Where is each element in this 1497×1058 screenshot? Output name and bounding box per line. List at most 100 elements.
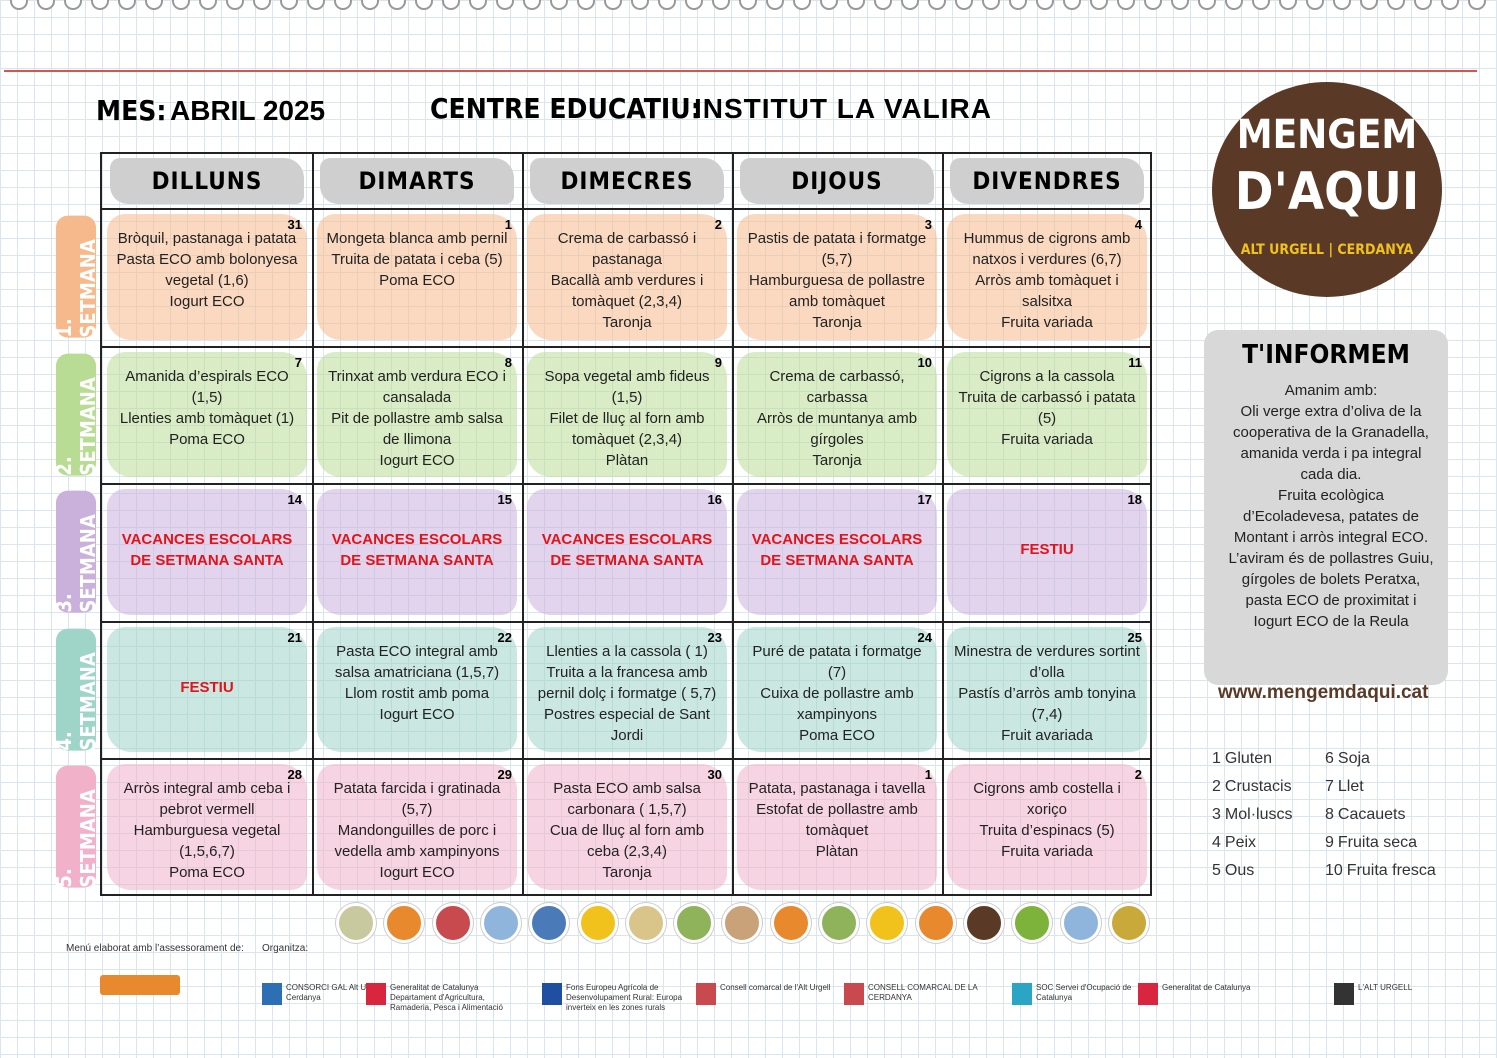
allergen-name: Cacauets <box>1337 806 1406 823</box>
cell-background <box>527 351 727 478</box>
cell-menu: VACANCES ESCOLARS DE SETMANA SANTA <box>532 483 722 617</box>
menu-cell: 11 Cigrons a la cassola Truita de carbassó… <box>942 346 1152 484</box>
dish: Poma ECO <box>379 272 455 289</box>
dish: Fruita variada <box>1001 430 1093 448</box>
allergen-name: Fruita fresca <box>1346 862 1436 879</box>
spiral-ring <box>226 0 244 10</box>
allergen-number: 6 <box>1325 750 1334 767</box>
allergen-icon <box>577 903 618 943</box>
sponsor-mark <box>696 983 716 1005</box>
sponsor-text: SOC Servei d'Ocupació de Catalunya <box>1036 983 1132 1002</box>
menu-cell: 2 Crema de carbassó i pastanaga Bacallà am… <box>522 208 732 346</box>
allergen-name: Peix <box>1224 834 1257 851</box>
spiral-ring <box>1144 0 1162 10</box>
day-header: DIJOUS <box>740 158 934 204</box>
menu-cell: 15 VACANCES ESCOLARS DE SETMANA SANTA <box>312 483 522 621</box>
menu-cell: 24 Puré de patata i formatge (7) Cuixa de … <box>732 621 942 759</box>
menu-cell: 31 Bròquil, pastanaga i patata Pasta ECO a… <box>102 208 312 346</box>
cell-date: 30 <box>707 767 722 783</box>
sponsor-text: CONSORCI GAL Alt Urgell - Cerdanya <box>286 983 387 1002</box>
column-line <box>732 152 734 896</box>
cell-date: 2 <box>714 217 722 232</box>
cell-background <box>947 626 1147 753</box>
menu-cell: 14 VACANCES ESCOLARS DE SETMANA SANTA <box>102 483 312 621</box>
spiral-ring <box>874 0 892 10</box>
info-title: T'INFORMEM <box>1242 340 1410 370</box>
dish: Crema de carbassó, carbassa <box>769 367 905 406</box>
spiral-ring <box>199 0 217 10</box>
row-line <box>102 620 1152 623</box>
cell-date: 25 <box>1127 629 1142 645</box>
logo-line2: D'AQUI <box>1234 162 1420 222</box>
allergen: 10 Fruita fresca <box>1325 862 1436 880</box>
dish: Cigrons a la cassola <box>979 367 1115 385</box>
dish: Truita de carbassó i patata (5) <box>958 388 1136 427</box>
cell-date: 4 <box>1134 217 1142 232</box>
cell-background <box>317 489 517 615</box>
spiral-ring <box>1279 0 1297 10</box>
cell-background <box>317 764 517 890</box>
cell-background <box>107 626 307 753</box>
cell-date: 29 <box>497 767 512 783</box>
dish: Arròs integral amb ceba i pebrot vermell <box>123 780 291 819</box>
footer-organizer: Organitza: <box>262 943 309 954</box>
spiral-ring <box>145 0 163 10</box>
cell-date: 8 <box>504 354 512 370</box>
sponsor-mark <box>262 983 282 1005</box>
cell-menu: Patata, pastanaga i tavella Estofat de po… <box>742 778 932 892</box>
dish: Minestra de verdures sortint d’olla <box>954 642 1140 681</box>
dish-list: VACANCES ESCOLARS DE SETMANA SANTA <box>742 529 932 571</box>
allergen: 2 Crustacis <box>1212 778 1292 796</box>
spiral-ring <box>523 0 541 10</box>
allergen-icon <box>674 903 715 943</box>
dish: Mongeta blanca amb pernil <box>326 230 508 247</box>
spiral-ring <box>847 0 865 10</box>
menu-cell: 8 Trinxat amb verdura ECO i cansalada Pit … <box>312 346 522 484</box>
holiday-text: VACANCES ESCOLARS DE SETMANA SANTA <box>541 530 713 569</box>
dish: Iogurt ECO <box>379 451 455 469</box>
spiral-ring <box>1117 0 1135 10</box>
dish: Sopa vegetal amb fideus (1,5) <box>544 367 710 406</box>
cell-background <box>317 214 517 340</box>
week-label: 5. SETMANA <box>52 766 100 888</box>
cell-background <box>107 351 307 478</box>
cell-date: 22 <box>497 629 512 645</box>
cell-menu: Pastis de patata i formatge (5,7) Hamburg… <box>742 228 932 342</box>
cell-background <box>317 351 517 478</box>
dish: Cigrons amb costella i xoriço <box>973 780 1121 819</box>
dish-list: Crema de carbassó, carbassa Arròs de munt… <box>742 366 932 471</box>
row-line <box>102 758 1152 761</box>
allergen: 9 Fruita seca <box>1325 834 1417 852</box>
allergen-icon <box>867 903 908 943</box>
cell-menu: Pasta ECO amb salsa carbonara ( 1,5,7) Cu… <box>532 778 722 892</box>
spiral-ring <box>91 0 109 10</box>
dish: Llom rostit amb poma <box>344 684 490 702</box>
allergen-number: 5 <box>1212 862 1221 879</box>
menu-cell: 3 Pastis de patata i formatge (5,7) Hambur… <box>732 208 942 346</box>
cell-menu: FESTIU <box>112 621 302 755</box>
spiral-ring <box>388 0 406 10</box>
dish-list: Cigrons a la cassola Truita de carbassó i… <box>952 366 1142 450</box>
cell-menu: Sopa vegetal amb fideus (1,5) Filet de ll… <box>532 366 722 480</box>
menu-cell: 18 FESTIU <box>942 483 1152 621</box>
dish-list: VACANCES ESCOLARS DE SETMANA SANTA <box>112 529 302 571</box>
dish: Plàtan <box>815 843 859 861</box>
cell-background <box>107 489 307 615</box>
spiral-ring <box>982 0 1000 10</box>
info-paragraph: Oli verge extra d’oliva de la cooperativ… <box>1233 403 1429 483</box>
cell-background <box>527 489 727 615</box>
cell-menu: VACANCES ESCOLARS DE SETMANA SANTA <box>742 483 932 617</box>
footer-advice: Menú elaborat amb l’assessorament de: <box>66 943 244 954</box>
allergen-number: 3 <box>1212 806 1221 823</box>
sponsor-mark <box>844 983 864 1005</box>
allergen: 6 Soja <box>1325 750 1370 768</box>
dish: Arròs de muntanya amb gírgoles <box>756 409 918 448</box>
cell-menu: Cigrons amb costella i xoriço Truita d’es… <box>952 778 1142 892</box>
spiral-ring <box>631 0 649 10</box>
cell-menu: VACANCES ESCOLARS DE SETMANA SANTA <box>112 483 302 617</box>
allergen-name: Ous <box>1224 862 1255 879</box>
dish-list: VACANCES ESCOLARS DE SETMANA SANTA <box>322 529 512 571</box>
day-header: DIMECRES <box>530 158 724 204</box>
cell-background <box>107 764 307 890</box>
spiral-ring <box>577 0 595 10</box>
